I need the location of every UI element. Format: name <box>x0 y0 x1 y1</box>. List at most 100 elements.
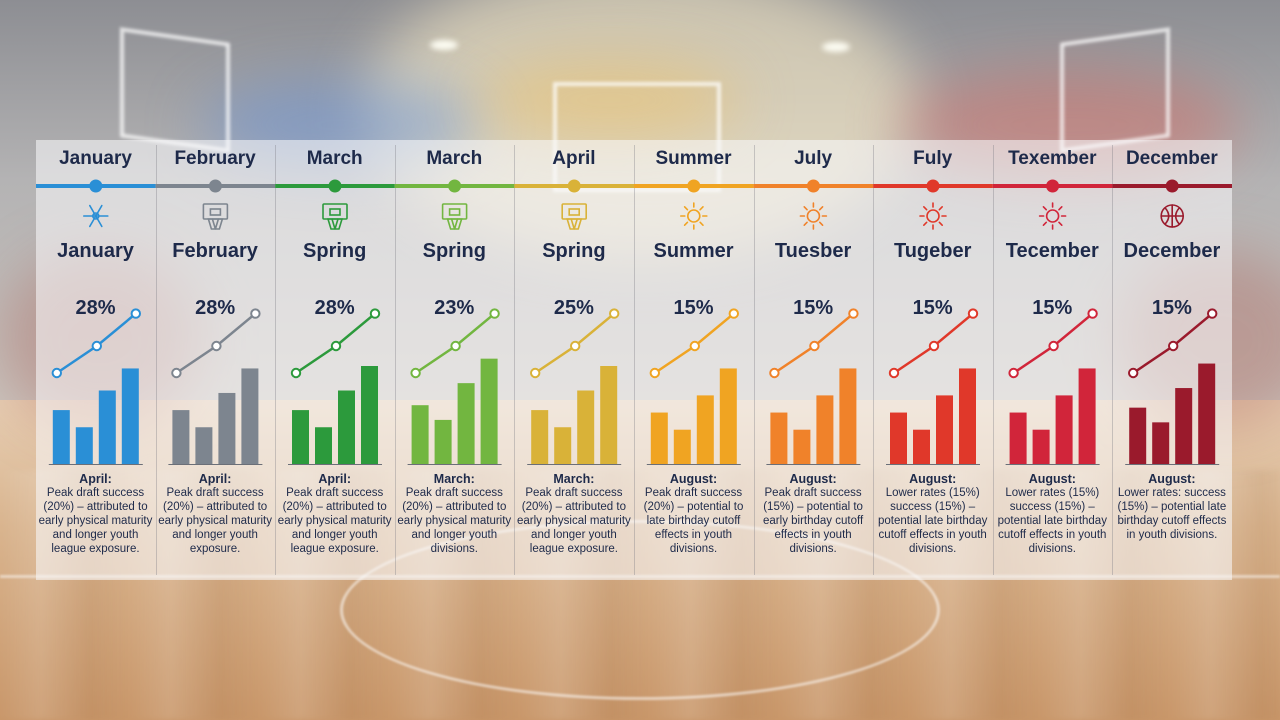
sun-ray <box>818 206 824 211</box>
trend-point <box>250 308 261 319</box>
ceiling-light <box>430 40 458 50</box>
hoop-net <box>566 218 583 230</box>
basketball-hoop-icon <box>202 203 229 230</box>
note-body: Lower rates: success (15%) – potential l… <box>1117 487 1227 541</box>
trend-point <box>1207 308 1218 319</box>
month-label: Texember <box>1008 148 1097 169</box>
snowflake-icon <box>83 204 109 228</box>
percent-label: 28% <box>195 297 236 319</box>
column-divider <box>634 145 635 575</box>
snowflake-stroke <box>89 204 103 228</box>
trend-point <box>649 367 660 379</box>
bar <box>890 412 907 464</box>
month-column: January January 28% April: Peak draft succes… <box>36 140 155 580</box>
basketball-hoop-icon <box>441 203 468 230</box>
sun-ray <box>803 206 808 211</box>
snowflake-center <box>92 212 100 220</box>
bar <box>172 410 190 464</box>
column-note: August: Peak draft success (20%) – potent… <box>636 472 751 556</box>
timeline-node <box>926 179 940 193</box>
month-column: Fuly Tugeber 15% August: Lower rates (15%) s… <box>873 140 992 580</box>
sun-ray <box>1042 221 1048 226</box>
trend-point <box>369 308 381 319</box>
trend-point <box>809 340 820 352</box>
trend-point <box>450 340 461 352</box>
column-note: April: Peak draft success (20%) – attribu… <box>38 472 153 556</box>
trend-point <box>489 308 500 319</box>
sun-icon <box>919 202 947 230</box>
month-column: Texember Tecember 15% August: Lower rates (1… <box>993 140 1112 580</box>
trend-point <box>130 308 142 319</box>
month-label: March <box>306 148 363 169</box>
note-heading: April: <box>198 472 232 486</box>
month-label: April <box>552 148 596 169</box>
month-label: March <box>426 148 483 169</box>
month-label: December <box>1125 148 1218 169</box>
bar <box>1055 395 1073 464</box>
basketball-hoop-icon <box>561 203 588 230</box>
bar <box>241 368 259 464</box>
bar <box>195 427 213 464</box>
hoop-net <box>207 218 224 230</box>
timeline-node <box>567 179 581 193</box>
bar <box>1129 407 1147 464</box>
ceiling-light <box>822 42 850 52</box>
bar <box>292 410 309 464</box>
timeline-node <box>89 179 103 193</box>
ball-seams <box>1160 204 1184 228</box>
trend-point <box>769 367 780 379</box>
trend-point <box>928 340 940 352</box>
column-note: March: Peak draft success (20%) – attribu… <box>516 472 631 556</box>
bar <box>600 366 618 464</box>
trend-point <box>609 308 620 319</box>
note-heading: August: <box>1148 472 1196 486</box>
timeline-node <box>448 179 462 193</box>
bar <box>1078 368 1096 464</box>
trend-point <box>1008 367 1019 379</box>
bar <box>315 427 332 464</box>
bar <box>98 390 116 464</box>
season-label: Summer <box>653 240 734 262</box>
trend-point <box>1087 308 1098 319</box>
sun-ray <box>1058 206 1063 211</box>
month-column: March Spring 28% April: Peak draft success (… <box>275 140 394 580</box>
month-column: December December 15% August: Lower rates: s… <box>1112 140 1231 580</box>
timeline-node <box>806 179 820 193</box>
note-body: Peak draft success (20%) – attributed to… <box>158 487 272 555</box>
percent-label: 25% <box>553 297 594 319</box>
bar <box>1198 363 1216 464</box>
bar <box>457 383 475 464</box>
note-heading: August: <box>669 472 718 486</box>
bar <box>75 427 93 464</box>
trend-point <box>570 340 581 352</box>
hoop-backboard <box>322 203 348 220</box>
sun-ray <box>683 221 689 226</box>
note-body: Peak draft success (20%) – attributed to… <box>38 487 153 555</box>
basketball-hoop-icon <box>322 203 348 230</box>
note-heading: August: <box>789 472 837 486</box>
sun-ray <box>1042 206 1048 211</box>
trend-point <box>1168 340 1179 352</box>
sun-disc <box>926 209 940 223</box>
trend-point <box>967 308 979 319</box>
percent-label: 15% <box>1151 297 1192 319</box>
hoop-net <box>446 218 463 230</box>
sun-ray <box>923 221 928 226</box>
hoop-backboard <box>561 203 588 220</box>
trend-point <box>91 340 103 352</box>
bar <box>1009 412 1027 464</box>
column-divider <box>155 145 157 575</box>
column-note: March: Peak draft success (20%) – attribu… <box>397 472 512 556</box>
sun-ray <box>1058 221 1063 226</box>
sun-ray <box>683 206 689 211</box>
trend-point <box>1048 340 1059 352</box>
note-body: Peak draft success (15%) – potential to … <box>763 487 864 555</box>
trend-point <box>330 340 342 352</box>
note-body: Peak draft success (20%) – potential to … <box>643 487 744 555</box>
bar <box>121 368 139 464</box>
hoop-backboard <box>441 203 468 220</box>
trend-point <box>410 367 421 379</box>
note-heading: August: <box>1028 472 1076 486</box>
column-note: August: Lower rates: success (15%) – pote… <box>1114 472 1229 542</box>
trend-point <box>290 367 302 379</box>
